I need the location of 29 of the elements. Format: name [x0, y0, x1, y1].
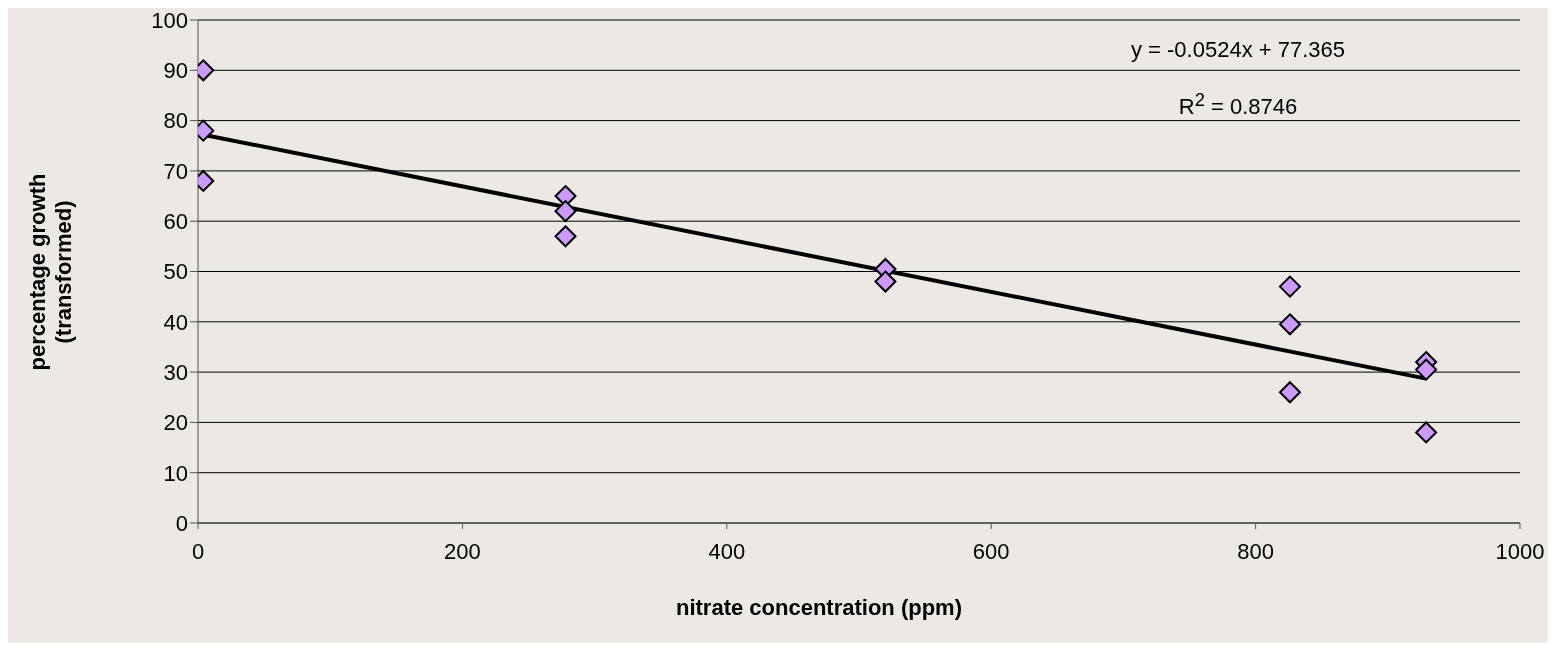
y-tick-label: 90: [163, 58, 188, 84]
y-tick-label: 10: [163, 460, 188, 486]
point: [1278, 275, 1301, 298]
x-axis-title: nitrate concentration (ppm): [675, 595, 963, 621]
point: [1278, 381, 1301, 404]
y-tick-label: 70: [163, 158, 188, 184]
y-tick-label: 100: [151, 7, 188, 33]
y-tick-label: 60: [163, 209, 188, 235]
y-tick-label: 0: [175, 510, 188, 536]
x-tick-label: 1000: [1495, 538, 1545, 564]
x-tick-label: 0: [191, 538, 205, 564]
point: [1415, 421, 1438, 444]
y-tick-label: 30: [163, 359, 188, 385]
x-tick-label: 200: [444, 538, 481, 564]
x-tick-label: 400: [708, 538, 746, 564]
y-tick-label: 80: [163, 108, 188, 134]
point: [554, 200, 577, 223]
y-tick-label: 50: [163, 259, 188, 285]
point: [1278, 313, 1301, 336]
y-tick-label: 20: [163, 410, 188, 436]
annotation: R$^{2}$ = 0.8746: [1177, 88, 1299, 122]
point: [554, 225, 577, 248]
x-tick-label: 600: [972, 538, 1010, 564]
x-tick-label: 800: [1237, 538, 1274, 564]
y-axis-title: percentage growth (transformed): [25, 172, 77, 372]
point: [874, 270, 897, 293]
y-tick-label: 40: [163, 309, 188, 335]
annotation: y = -0.0524x + 77.365: [1129, 36, 1347, 64]
point: [1415, 358, 1438, 381]
